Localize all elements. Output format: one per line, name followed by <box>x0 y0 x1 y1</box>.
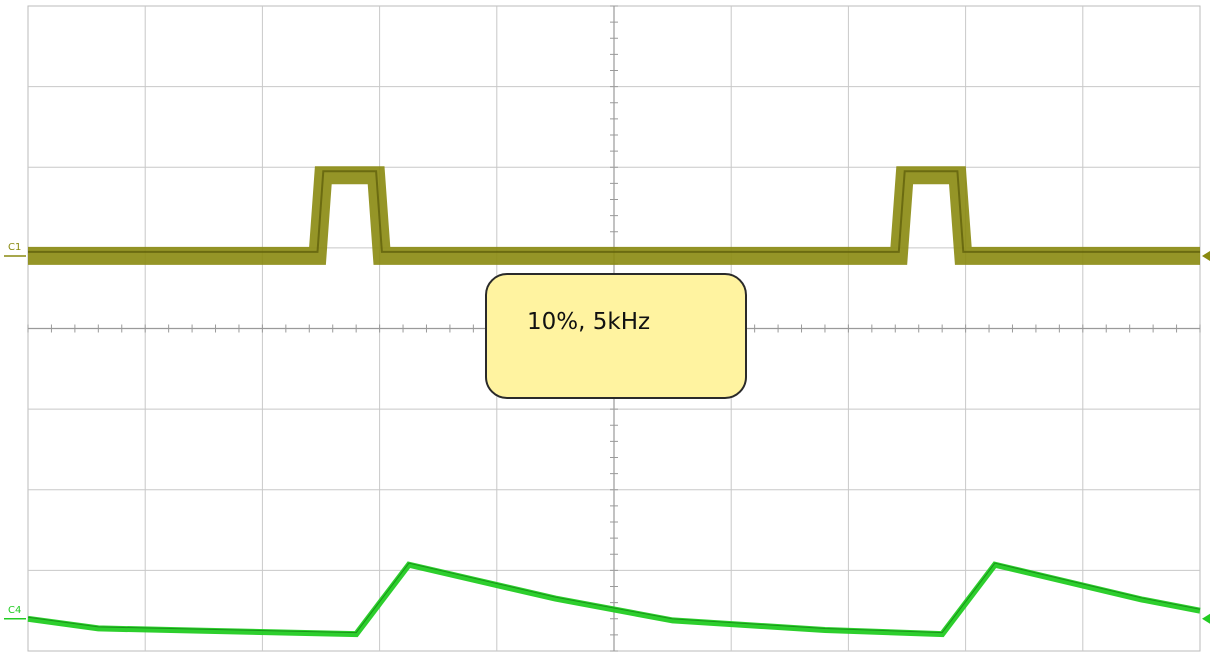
c1-level-arrow <box>1202 250 1210 261</box>
c1-trace-noise <box>28 170 1200 253</box>
c4-trace-noise <box>27 562 1201 634</box>
c4-label: C4 <box>8 605 21 616</box>
traces <box>27 166 1201 638</box>
annotation-text: 10%, 5kHz <box>527 309 651 335</box>
c1-label: C1 <box>8 242 21 253</box>
annotation-box: 10%, 5kHz <box>485 273 747 399</box>
c4-trace <box>27 561 1201 638</box>
c4-level-arrow <box>1202 613 1210 624</box>
graticule <box>27 5 1201 652</box>
channel-markers: C1 C4 <box>4 242 1210 624</box>
